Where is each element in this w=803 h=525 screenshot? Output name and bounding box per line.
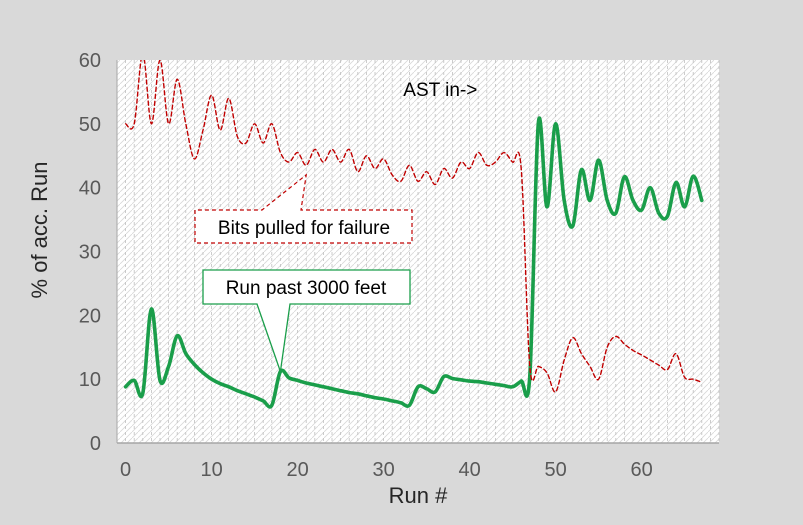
y-tick-label: 20 [79,305,101,327]
annotation-run-past: Run past 3000 feet [226,278,387,299]
series-group [123,60,704,409]
x-tick-label: 10 [200,459,222,481]
x-tick-label: 30 [372,459,394,481]
solid-series-line [123,116,704,409]
callouts: AST in-> Bits pulled for failure Run past … [194,80,477,372]
x-tick-label: 50 [544,459,566,481]
x-axis-title: Run # [389,483,448,508]
callout-box-run-past [202,269,411,372]
annotation-ast-in: AST in-> [403,80,477,101]
annotation-bits-pulled: Bits pulled for failure [218,218,390,239]
y-tick-label: 60 [79,50,101,72]
y-tick-label: 10 [79,369,101,391]
grid-lines [116,60,720,443]
dashed-series-line [124,60,703,393]
callout-box-bits-pulled [194,173,413,244]
y-tick-label: 30 [79,242,101,264]
y-axis-title: % of acc. Run [27,162,52,299]
x-tick-label: 40 [458,459,480,481]
y-tick-label: 50 [79,114,101,136]
x-tick-label: 60 [630,459,652,481]
y-tick-label: 40 [79,178,101,200]
axes: 0 10 20 30 40 50 60 0 10 20 30 40 50 60 Run # % of acc.… [27,50,719,508]
x-tick-label: 0 [120,459,131,481]
y-tick-label: 0 [90,433,101,455]
x-tick-label: 20 [286,459,308,481]
